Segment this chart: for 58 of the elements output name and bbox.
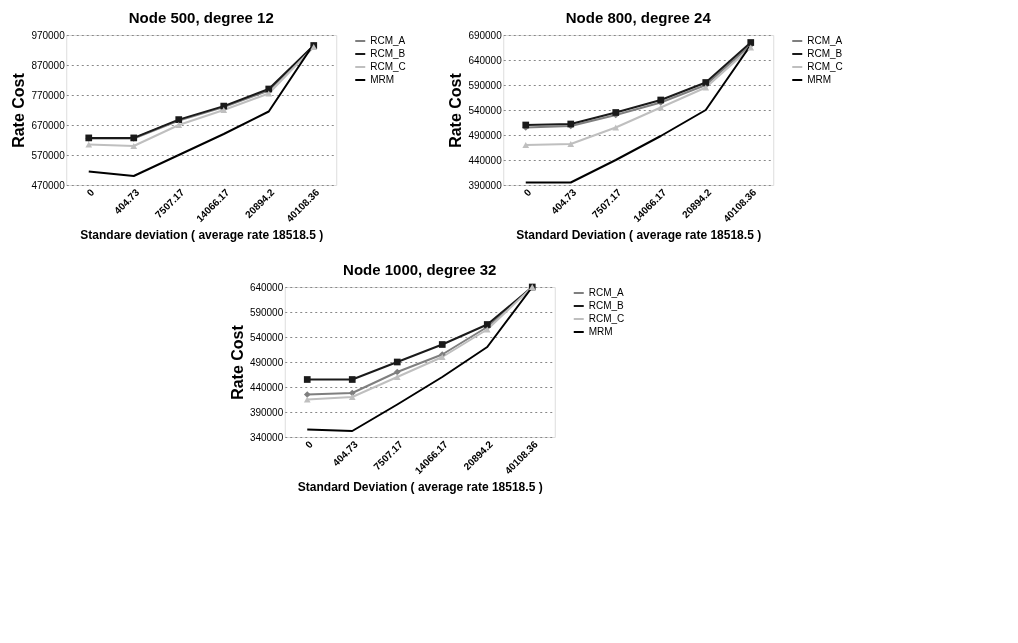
y-axis-title: Rate Cost [447, 72, 465, 148]
point [438, 341, 446, 348]
chart-title: Node 1000, degree 32 [343, 261, 497, 278]
y-tick-label: 440000 [468, 154, 503, 166]
point [303, 376, 311, 383]
legend-label: RCM_A [370, 35, 406, 46]
y-tick-label: 390000 [249, 406, 284, 418]
point [303, 391, 311, 398]
legend-label: RCM_B [588, 300, 625, 311]
point [393, 368, 401, 376]
y-axis-title: Rate Cost [228, 324, 246, 400]
y-tick-label: 490000 [468, 129, 503, 141]
chart-title: Node 500, degree 12 [128, 9, 274, 26]
y-tick-label: 670000 [31, 119, 66, 131]
point [348, 389, 356, 397]
legend-label: MRM [588, 326, 613, 337]
y-tick-label: 590000 [249, 306, 284, 318]
point [567, 141, 575, 147]
y-tick-label: 640000 [468, 54, 503, 66]
x-tick-label: 0 [521, 186, 534, 199]
y-tick-label: 540000 [468, 104, 503, 116]
y-tick-label: 490000 [249, 356, 284, 368]
x-axis-title: Standare deviation ( average rate 18518.5 ) [80, 228, 324, 243]
y-tick-label: 770000 [31, 89, 66, 101]
point [130, 143, 138, 149]
point [522, 142, 530, 148]
point [348, 394, 356, 400]
y-tick-label: 690000 [468, 29, 503, 41]
x-tick-label: 0 [303, 438, 316, 451]
point [348, 376, 356, 383]
legend-label: RCM_A [588, 287, 625, 298]
legend-label: MRM [807, 74, 832, 85]
y-tick-label: 470000 [31, 179, 66, 191]
y-tick-label: 640000 [249, 281, 284, 293]
y-tick-label: 340000 [249, 431, 284, 443]
point [175, 122, 183, 128]
y-axis-title: Rate Cost [10, 72, 28, 148]
point [220, 107, 228, 113]
legend-label: RCM_A [807, 35, 843, 46]
legend-label: RCM_B [370, 48, 406, 59]
y-tick-label: 870000 [31, 59, 66, 71]
chart-title: Node 800, degree 24 [565, 9, 712, 26]
y-tick-label: 390000 [468, 179, 503, 191]
legend-label: RCM_B [807, 48, 843, 59]
y-tick-label: 590000 [468, 79, 503, 91]
x-tick-label: 0 [84, 186, 97, 199]
x-axis-title: Standard Deviation ( average rate 18518.5 ) [297, 480, 543, 495]
point [393, 374, 401, 380]
x-axis-title: Standard Deviation ( average rate 18518.5 ) [516, 228, 762, 243]
legend-label: RCM_C [807, 61, 843, 72]
legend-label: RCM_C [588, 313, 625, 324]
point [393, 358, 401, 366]
legend-label: RCM_C [370, 61, 406, 72]
legend-label: MRM [370, 74, 395, 85]
y-tick-label: 440000 [249, 381, 284, 393]
y-tick-label: 570000 [31, 149, 66, 161]
y-tick-label: 540000 [249, 331, 284, 343]
y-tick-label: 970000 [31, 29, 66, 41]
